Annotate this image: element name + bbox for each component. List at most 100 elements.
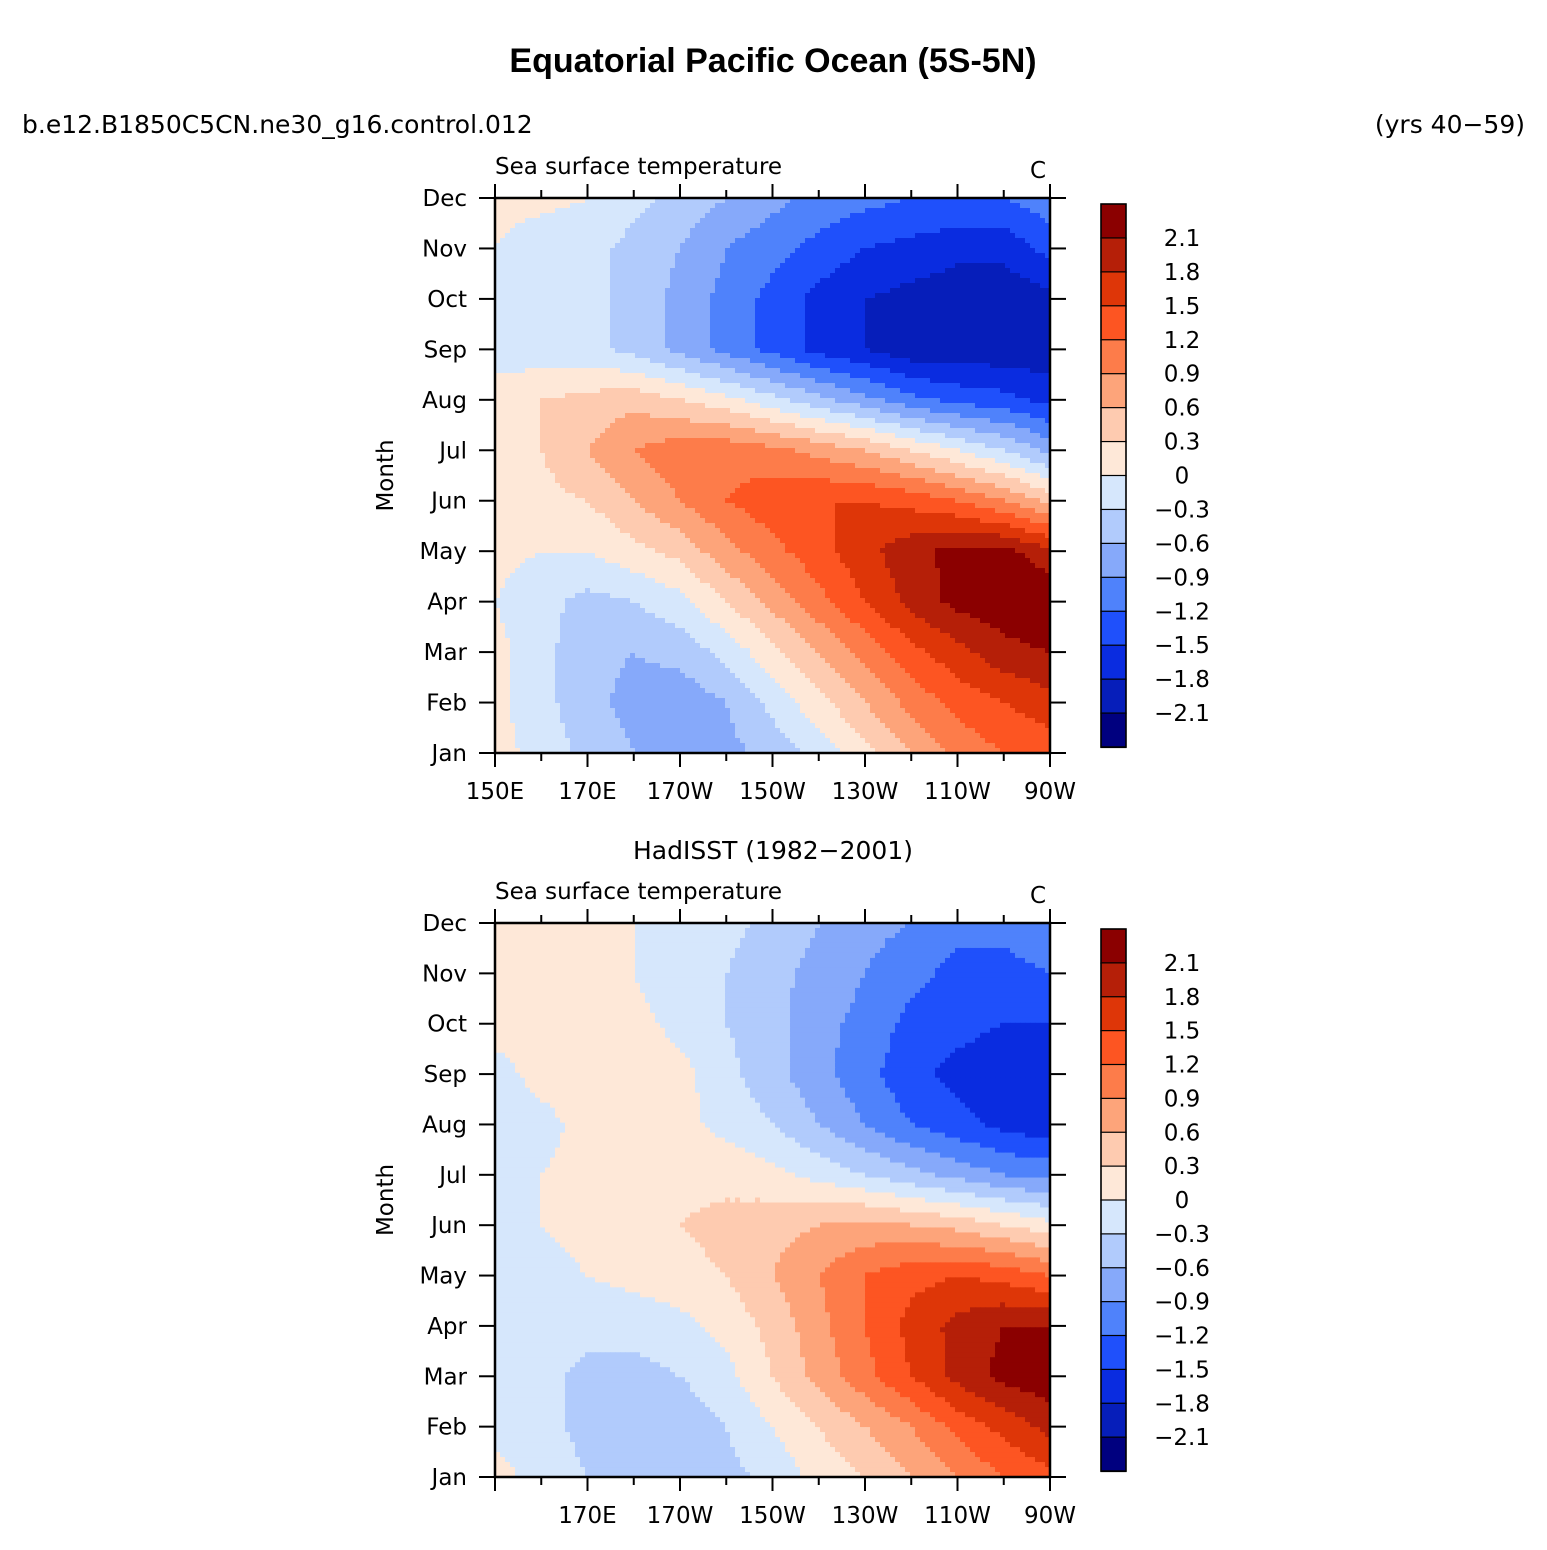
sst-cell [685,218,691,224]
sst-cell [935,343,941,349]
sst-cell [1005,243,1011,249]
sst-cell [705,403,711,409]
sst-cell [635,413,641,419]
sst-cell [555,393,561,399]
sst-cell [815,273,821,279]
sst-cell [820,303,826,309]
sst-cell [1025,353,1031,359]
sst-cell [790,283,796,289]
sst-cell [815,418,821,424]
sst-cell [955,248,961,254]
sst-cell [650,248,656,254]
sst-cell [525,208,531,214]
sst-cell [885,363,891,369]
sst-cell [640,408,646,414]
sst-cell [990,213,996,219]
sst-cell [1020,238,1026,244]
sst-cell [705,408,711,414]
sst-cell [800,218,806,224]
sst-cell [575,268,581,274]
sst-cell [925,328,931,334]
sst-cell [535,413,541,419]
sst-cell [740,378,746,384]
sst-cell [675,418,681,424]
sst-cell [890,383,896,389]
sst-cell [915,243,921,249]
sst-cell [530,278,536,284]
sst-cell [495,378,501,384]
sst-cell [805,203,811,209]
sst-cell [820,243,826,249]
sst-cell [895,363,901,369]
sst-cell [1030,198,1036,204]
sst-cell [555,398,561,404]
sst-cell [940,363,946,369]
sst-cell [765,403,771,409]
sst-cell [995,338,1001,344]
sst-cell [785,313,791,319]
sst-cell [830,213,836,219]
sst-cell [645,358,651,364]
sst-cell [695,283,701,289]
sst-cell [745,398,751,404]
sst-cell [920,223,926,229]
sst-cell [900,268,906,274]
sst-cell [1000,278,1006,284]
sst-cell [640,198,646,204]
sst-cell [765,413,771,419]
sst-cell [575,343,581,349]
sst-cell [895,233,901,239]
sst-cell [760,228,766,234]
sst-cell [715,238,721,244]
sst-cell [955,263,961,269]
sst-cell [545,263,551,269]
sst-cell [590,318,596,324]
sst-cell [645,318,651,324]
sst-cell [795,253,801,259]
sst-cell [785,238,791,244]
sst-cell [855,318,861,324]
sst-cell [810,408,816,414]
sst-cell [600,318,606,324]
sst-cell [750,218,756,224]
sst-cell [905,333,911,339]
sst-cell [775,248,781,254]
sst-cell [1000,223,1006,229]
sst-cell [690,368,696,374]
sst-cell [750,373,756,379]
sst-cell [675,388,681,394]
sst-cell [905,223,911,229]
sst-cell [795,273,801,279]
sst-cell [565,328,571,334]
sst-cell [810,373,816,379]
sst-cell [610,418,616,424]
sst-cell [915,318,921,324]
sst-cell [885,418,891,424]
sst-cell [545,348,551,354]
sst-cell [495,338,501,344]
sst-cell [495,253,501,259]
sst-cell [925,418,931,424]
sst-cell [755,238,761,244]
sst-cell [1025,408,1031,414]
sst-cell [530,298,536,304]
sst-cell [660,248,666,254]
sst-cell [770,208,776,214]
sst-cell [1020,313,1026,319]
sst-cell [1020,323,1026,329]
sst-cell [590,203,596,209]
sst-cell [850,368,856,374]
sst-cell [690,413,696,419]
sst-cell [645,408,651,414]
sst-cell [1010,368,1016,374]
sst-cell [915,293,921,299]
sst-cell [530,413,536,419]
sst-cell [585,238,591,244]
sst-cell [680,333,686,339]
sst-cell [600,398,606,404]
sst-cell [820,323,826,329]
sst-cell [595,283,601,289]
sst-cell [810,233,816,239]
sst-cell [815,348,821,354]
sst-cell [555,223,561,229]
